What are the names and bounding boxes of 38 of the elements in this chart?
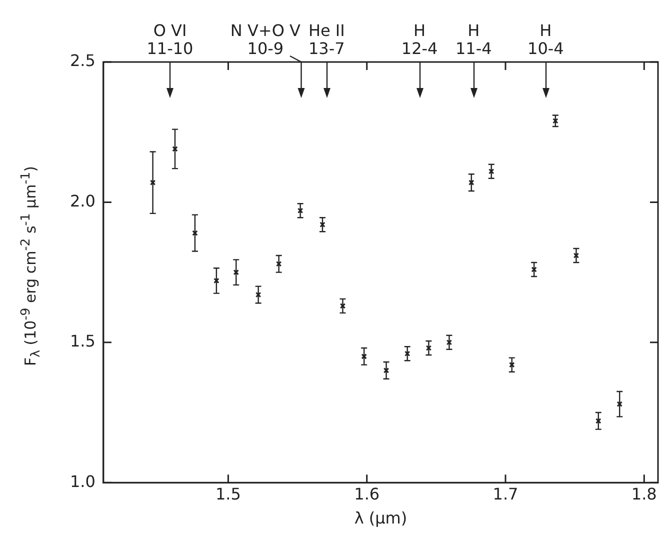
point: [255, 292, 262, 298]
point: [596, 418, 602, 424]
point: [383, 368, 390, 374]
ref-line-label: H 12-4: [401, 21, 438, 58]
ref-line-label: N V+O V 10-9: [230, 21, 301, 58]
point: [468, 180, 474, 186]
x-tick-label: 1.7: [492, 484, 518, 504]
point: [509, 362, 515, 368]
point: [404, 350, 410, 356]
point: [552, 118, 558, 124]
y-tick-label: 2.5: [70, 51, 96, 70]
point: [297, 208, 304, 214]
point: [446, 340, 452, 346]
x-tick-label: 1.6: [354, 484, 380, 504]
ref-line-label: H 10-4: [528, 21, 564, 58]
point: [361, 354, 367, 360]
y-tick-label: 1.0: [70, 472, 96, 491]
point: [150, 180, 156, 186]
point: [172, 146, 178, 152]
point: [214, 278, 220, 284]
point: [192, 230, 198, 236]
point: [616, 401, 622, 407]
x-axis-title: λ (μm): [354, 508, 408, 528]
point: [531, 266, 537, 272]
point: [340, 303, 346, 309]
y-tick-label: 2.0: [70, 191, 96, 210]
ref-line-label: He II 13-7: [308, 21, 345, 58]
point: [426, 345, 432, 351]
point: [276, 261, 282, 267]
point: [233, 269, 239, 276]
point: [488, 168, 494, 174]
ref-line-label: H 11-4: [455, 21, 492, 58]
x-tick-label: 1.5: [215, 484, 241, 504]
ref-line-label: O VI 11-10: [146, 21, 194, 58]
point: [320, 222, 326, 228]
point: [573, 252, 580, 258]
y-tick-label: 1.5: [70, 332, 96, 351]
x-tick-label: 1.8: [631, 484, 657, 504]
